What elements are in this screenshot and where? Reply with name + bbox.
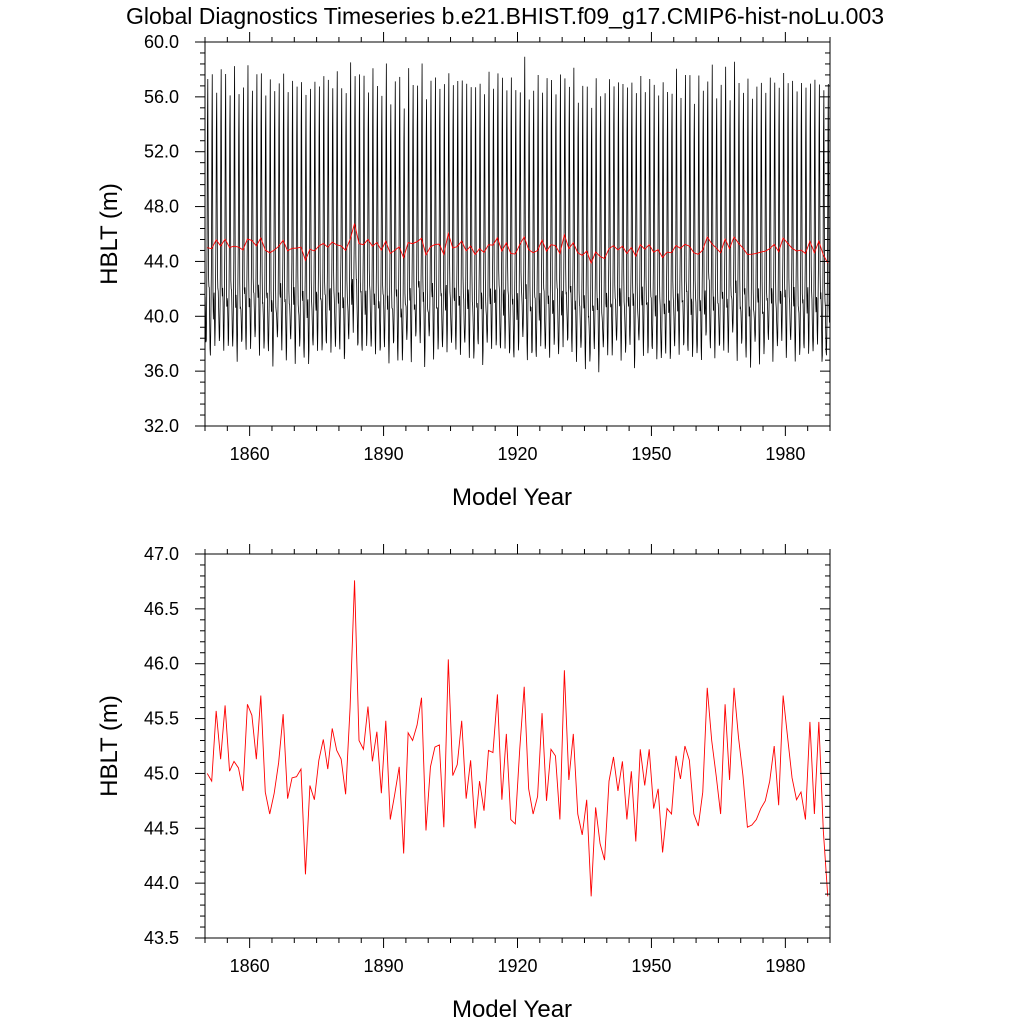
- monthly-series-line: [205, 56, 830, 373]
- figure-title: Global Diagnostics Timeseries b.e21.BHIS…: [126, 3, 884, 29]
- series-layer: [206, 580, 829, 897]
- y-axis-label: HBLT (m): [96, 183, 123, 285]
- x-tick-label: 1860: [230, 444, 270, 464]
- series-layer: [205, 56, 830, 373]
- annual-mean-series-line: [206, 580, 829, 897]
- y-tick-label: 60.0: [144, 32, 179, 52]
- plot-frame: [204, 41, 831, 427]
- y-tick-label: 46.0: [144, 654, 179, 674]
- y-tick-label: 44.5: [144, 818, 179, 838]
- y-tick-label: 52.0: [144, 142, 179, 162]
- chart-panel-annual: 1860 1890 1920 1950 1980 43.5 44.0 44.5 45.0 45.5…: [96, 544, 831, 1023]
- x-axis-label: Model Year: [452, 996, 572, 1023]
- chart-panel-monthly: 1860 1890 1920 1950 1980 32.0 36.0 40.0 44.0 48.0…: [96, 32, 831, 511]
- y-tick-label: 43.5: [144, 928, 179, 948]
- y-tick-label: 45.5: [144, 709, 179, 729]
- y-tick-label: 48.0: [144, 197, 179, 217]
- x-tick-label: 1950: [631, 444, 671, 464]
- y-tick-label: 47.0: [144, 544, 179, 564]
- y-tick-label: 44.0: [144, 873, 179, 893]
- x-tick-label: 1950: [631, 956, 671, 976]
- x-tick-label: 1980: [765, 956, 805, 976]
- y-tick-label: 36.0: [144, 361, 179, 381]
- y-tick-label: 46.5: [144, 599, 179, 619]
- y-axis-label: HBLT (m): [96, 695, 123, 797]
- y-tick-label: 44.0: [144, 251, 179, 271]
- x-tick-label: 1980: [765, 444, 805, 464]
- x-tick-label: 1890: [364, 956, 404, 976]
- x-tick-label: 1890: [364, 444, 404, 464]
- y-tick-label: 32.0: [144, 416, 179, 436]
- y-tick-label: 40.0: [144, 306, 179, 326]
- y-tick-label: 56.0: [144, 87, 179, 107]
- tick-layer: 1860 1890 1920 1950 1980 43.5 44.0 44.5 45.0 45.5…: [144, 544, 831, 976]
- x-axis-label: Model Year: [452, 484, 572, 511]
- tick-layer: 1860 1890 1920 1950 1980 32.0 36.0 40.0 44.0 48.0…: [144, 32, 831, 464]
- y-tick-label: 45.0: [144, 763, 179, 783]
- x-tick-label: 1920: [497, 444, 537, 464]
- x-tick-label: 1860: [230, 956, 270, 976]
- x-tick-label: 1920: [497, 956, 537, 976]
- annual-mean-series-line: [207, 223, 829, 265]
- plot-frame: [204, 553, 831, 939]
